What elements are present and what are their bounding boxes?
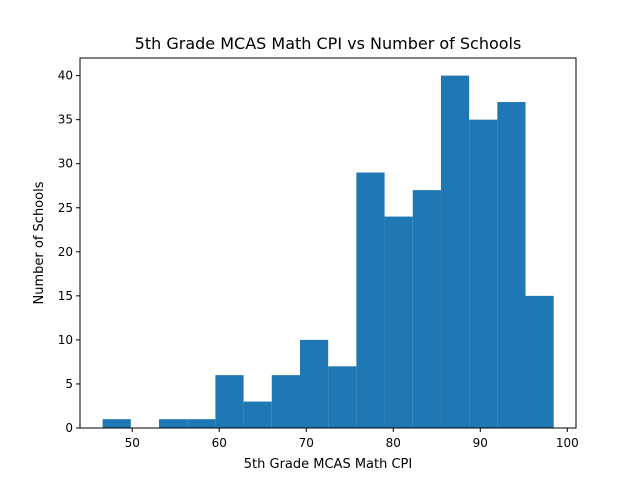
histogram-bar — [299, 339, 329, 428]
histogram-bar — [243, 401, 272, 428]
x-tick-label: 100 — [556, 436, 579, 450]
y-tick-label: 15 — [58, 289, 73, 303]
x-tick-label: 50 — [125, 436, 140, 450]
histogram-bar — [440, 75, 470, 428]
histogram-bar — [187, 419, 216, 428]
plot-frame — [79, 57, 577, 429]
x-tick-label: 60 — [212, 436, 227, 450]
y-tick-label: 20 — [58, 245, 73, 259]
chart-title: 5th Grade MCAS Math CPI vs Number of Sch… — [135, 34, 522, 53]
histogram-bar — [497, 102, 526, 429]
histogram-bar — [469, 119, 498, 429]
y-axis-label: Number of Schools — [32, 181, 47, 304]
x-axis-label: 5th Grade MCAS Math CPI — [244, 457, 412, 472]
y-tick-label: 25 — [58, 201, 73, 215]
histogram-bar — [525, 295, 554, 428]
histogram-bar — [412, 190, 441, 428]
y-tick-label: 40 — [58, 69, 73, 83]
x-axis-ticks: 50 60 70 80 90 100 — [125, 428, 579, 450]
y-tick-label: 10 — [58, 333, 73, 347]
y-tick-label: 30 — [58, 157, 73, 171]
y-axis-ticks: 0 5 10 15 20 25 30 35 40 — [58, 69, 80, 435]
x-tick-label: 80 — [386, 436, 401, 450]
x-tick-label: 90 — [473, 436, 488, 450]
histogram-bar — [102, 419, 131, 428]
histogram-bar — [328, 366, 357, 428]
y-tick-label: 0 — [65, 421, 73, 435]
histogram-bar — [384, 216, 413, 428]
bars-group — [102, 75, 554, 429]
x-tick-label: 70 — [299, 436, 314, 450]
histogram-bar — [271, 375, 300, 428]
histogram-bar — [215, 375, 244, 428]
y-tick-label: 5 — [65, 377, 73, 391]
histogram-bar — [159, 419, 188, 428]
histogram-bar — [356, 172, 385, 428]
y-tick-label: 35 — [58, 113, 73, 127]
